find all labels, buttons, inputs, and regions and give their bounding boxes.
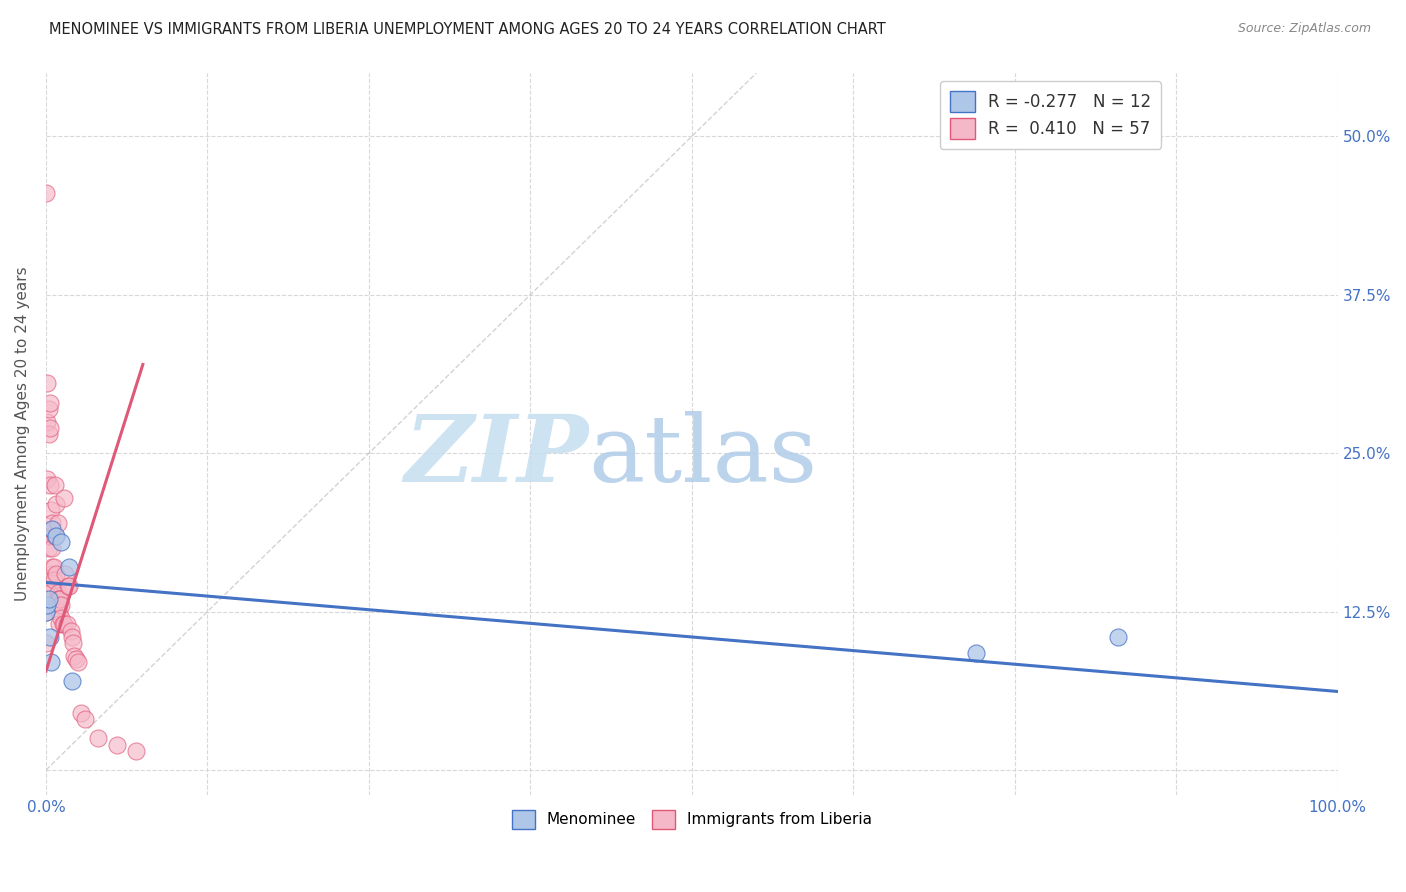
Point — [35, 636, 58, 650]
Point — [125, 744, 148, 758]
Point — [46, 591, 69, 606]
Point — [39, 503, 62, 517]
Point — [44, 478, 66, 492]
Point — [42, 573, 65, 587]
Point — [48, 617, 70, 632]
Point — [62, 636, 84, 650]
Point — [45, 566, 67, 581]
Point — [67, 656, 90, 670]
Point — [35, 579, 58, 593]
Point — [55, 617, 77, 632]
Point — [73, 712, 96, 726]
Point — [51, 599, 73, 613]
Point — [965, 647, 987, 661]
Point — [45, 497, 67, 511]
Point — [53, 617, 76, 632]
Point — [45, 528, 67, 542]
Point — [59, 624, 82, 638]
Point — [46, 516, 69, 530]
Point — [35, 599, 58, 613]
Point — [51, 535, 73, 549]
Point — [37, 471, 59, 485]
Y-axis label: Unemployment Among Ages 20 to 24 years: Unemployment Among Ages 20 to 24 years — [15, 267, 30, 601]
Point — [51, 611, 73, 625]
Point — [41, 560, 63, 574]
Point — [37, 599, 59, 613]
Point — [41, 522, 63, 536]
Point — [58, 579, 80, 593]
Point — [46, 585, 69, 599]
Text: Source: ZipAtlas.com: Source: ZipAtlas.com — [1237, 22, 1371, 36]
Point — [38, 630, 60, 644]
Point — [38, 421, 60, 435]
Legend: Menominee, Immigrants from Liberia: Menominee, Immigrants from Liberia — [506, 804, 877, 835]
Point — [48, 599, 70, 613]
Point — [53, 566, 76, 581]
Point — [86, 731, 108, 746]
Point — [38, 591, 60, 606]
Point — [35, 186, 58, 201]
Point — [48, 605, 70, 619]
Text: MENOMINEE VS IMMIGRANTS FROM LIBERIA UNEMPLOYMENT AMONG AGES 20 TO 24 YEARS CORR: MENOMINEE VS IMMIGRANTS FROM LIBERIA UNE… — [49, 22, 886, 37]
Point — [38, 541, 60, 556]
Point — [39, 566, 62, 581]
Point — [49, 591, 72, 606]
Point — [35, 605, 58, 619]
Point — [60, 630, 83, 644]
Point — [38, 528, 60, 542]
Point — [105, 738, 128, 752]
Point — [35, 591, 58, 606]
Point — [41, 516, 63, 530]
Point — [38, 585, 60, 599]
Point — [37, 376, 59, 391]
Text: ZIP: ZIP — [404, 411, 589, 501]
Point — [38, 478, 60, 492]
Point — [70, 706, 93, 720]
Point — [60, 674, 83, 689]
Point — [35, 605, 58, 619]
Point — [58, 560, 80, 574]
Point — [65, 651, 87, 665]
Point — [38, 427, 60, 442]
Point — [38, 395, 60, 409]
Point — [42, 560, 65, 574]
Point — [48, 591, 70, 606]
Text: atlas: atlas — [589, 411, 818, 501]
Point — [53, 491, 76, 505]
Point — [37, 415, 59, 429]
Point — [38, 401, 60, 416]
Point — [44, 528, 66, 542]
Point — [63, 648, 86, 663]
Point — [52, 617, 75, 632]
Point — [1107, 630, 1129, 644]
Point — [39, 656, 62, 670]
Point — [56, 579, 79, 593]
Point — [41, 541, 63, 556]
Point — [39, 522, 62, 536]
